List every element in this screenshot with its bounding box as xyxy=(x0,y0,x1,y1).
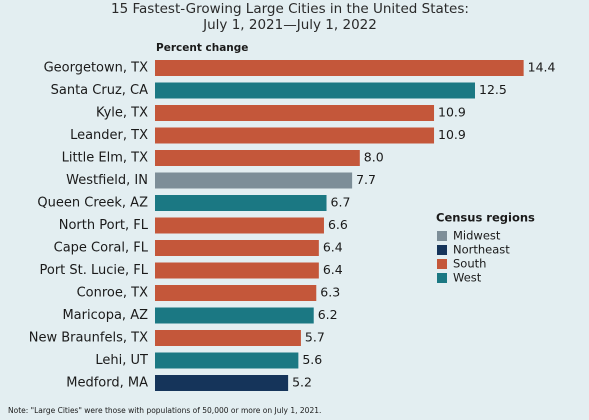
category-label: Westfield, IN xyxy=(66,173,148,188)
value-label: 6.4 xyxy=(323,262,343,277)
bar xyxy=(155,217,324,234)
legend-swatch xyxy=(437,259,447,269)
category-label: Lehi, UT xyxy=(95,353,148,368)
category-label: Cape Coral, FL xyxy=(54,241,149,256)
bar xyxy=(155,105,435,121)
bar xyxy=(155,195,327,211)
category-label: Medford, MA xyxy=(66,376,148,391)
category-label: Conroe, TX xyxy=(77,286,148,301)
note: Note: "Large Cities" were those with pop… xyxy=(8,406,321,415)
axis-label: Percent change xyxy=(156,42,248,54)
legend-swatch xyxy=(437,245,447,255)
bar xyxy=(155,285,317,301)
value-label: 14.4 xyxy=(528,60,556,75)
bar xyxy=(155,375,289,391)
bar xyxy=(155,127,435,144)
bar xyxy=(155,60,524,76)
category-label: Queen Creek, AZ xyxy=(37,196,148,211)
chart-title: 15 Fastest-Growing Large Cities in the U… xyxy=(111,1,469,17)
category-label: Leander, TX xyxy=(70,128,148,143)
bar xyxy=(155,262,319,279)
category-label: Kyle, TX xyxy=(96,106,148,121)
legend-swatch xyxy=(437,273,447,283)
value-label: 6.3 xyxy=(320,285,340,300)
chart-title: July 1, 2021—July 1, 2022 xyxy=(202,17,377,33)
value-label: 10.9 xyxy=(438,127,466,142)
value-label: 5.6 xyxy=(302,352,322,367)
category-label: North Port, FL xyxy=(59,218,149,233)
bar xyxy=(155,82,475,99)
value-label: 5.2 xyxy=(292,375,312,390)
bar xyxy=(155,307,314,324)
value-label: 6.7 xyxy=(331,195,351,210)
bar xyxy=(155,150,360,166)
bar xyxy=(155,172,353,189)
value-label: 8.0 xyxy=(364,150,384,165)
legend-label: West xyxy=(453,271,482,285)
category-label: Little Elm, TX xyxy=(62,151,148,166)
category-label: Santa Cruz, CA xyxy=(51,83,148,98)
legend-label: Northeast xyxy=(453,243,510,257)
category-label: Georgetown, TX xyxy=(44,61,149,76)
value-label: 12.5 xyxy=(479,82,507,97)
value-label: 6.4 xyxy=(323,240,343,255)
bar xyxy=(155,240,319,256)
legend-swatch xyxy=(437,231,447,241)
value-label: 5.7 xyxy=(305,330,325,345)
legend-label: Midwest xyxy=(453,229,501,243)
value-label: 6.6 xyxy=(328,217,348,232)
bar xyxy=(155,352,299,369)
category-label: Maricopa, AZ xyxy=(62,308,148,323)
value-label: 7.7 xyxy=(356,172,376,187)
legend-title: Census regions xyxy=(436,211,535,225)
category-label: New Braunfels, TX xyxy=(29,331,148,346)
value-label: 10.9 xyxy=(438,105,466,120)
bar xyxy=(155,330,301,346)
legend-label: South xyxy=(453,257,486,271)
value-label: 6.2 xyxy=(318,307,338,322)
category-label: Port St. Lucie, FL xyxy=(39,263,148,278)
